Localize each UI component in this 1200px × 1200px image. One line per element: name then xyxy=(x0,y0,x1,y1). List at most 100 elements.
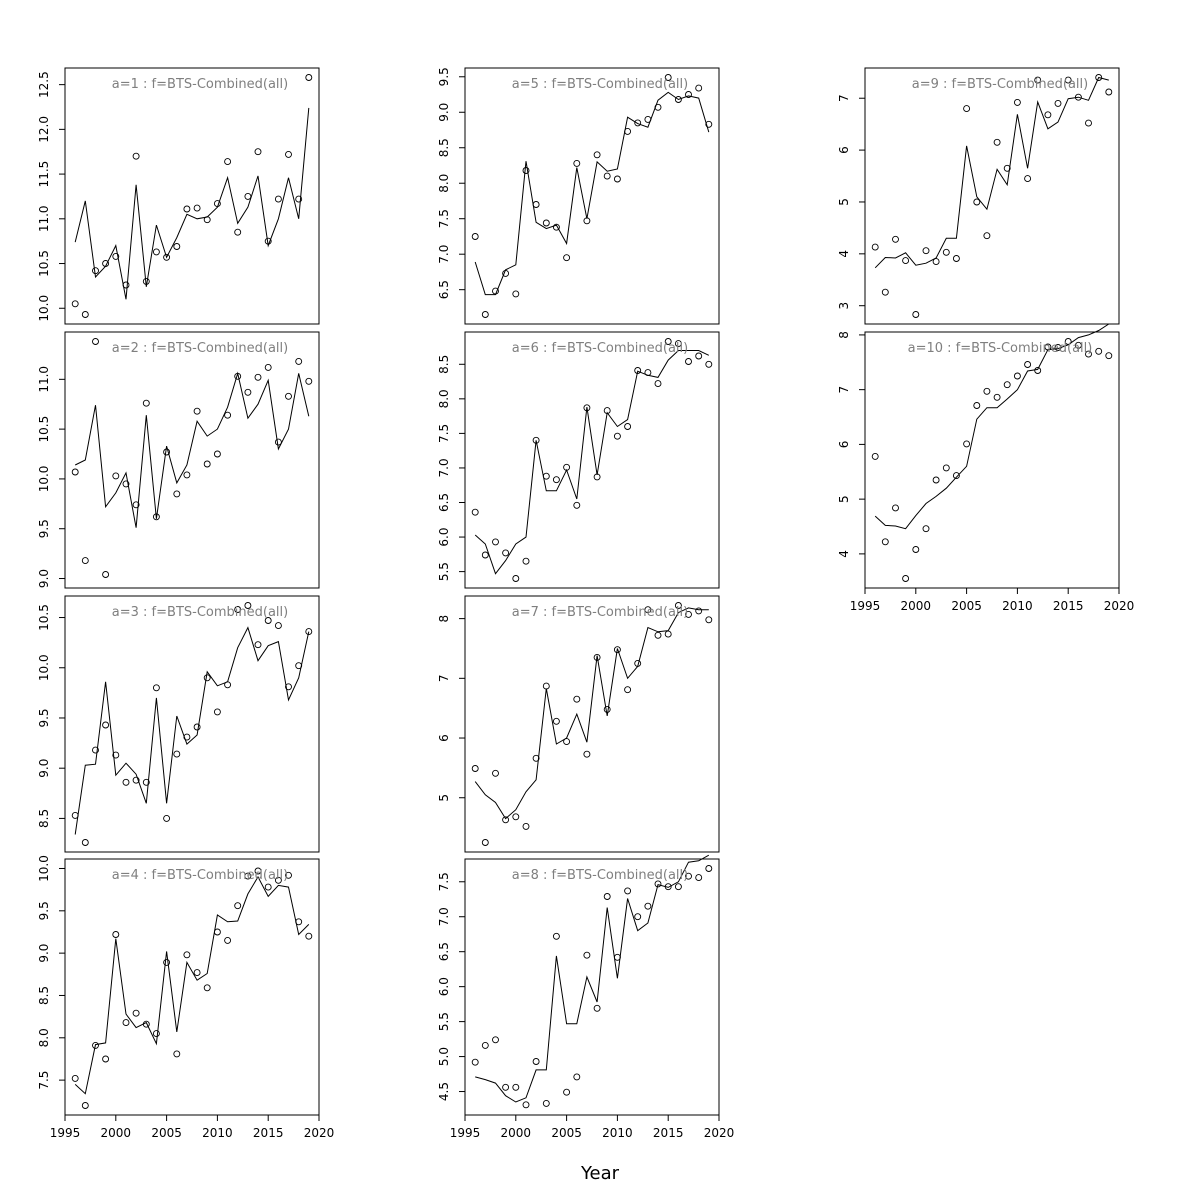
y-tick-label: 7 xyxy=(837,94,851,102)
data-point xyxy=(81,839,89,846)
data-point xyxy=(871,243,879,251)
data-point xyxy=(173,243,181,250)
y-tick-label: 5 xyxy=(837,495,851,503)
data-point xyxy=(264,617,272,624)
data-point xyxy=(583,951,591,959)
x-tick-label: 2000 xyxy=(501,1126,532,1140)
panel-title: a=6 : f=BTS-Combined(all) xyxy=(512,341,688,356)
data-point xyxy=(92,746,99,754)
panel-title: a=10 : f=BTS-Combined(all) xyxy=(908,341,1093,356)
data-point xyxy=(563,463,571,471)
x-axis-label: Year xyxy=(580,1163,620,1184)
data-point xyxy=(254,148,262,156)
data-point xyxy=(1074,341,1082,349)
data-point xyxy=(912,546,920,553)
data-point xyxy=(881,538,889,546)
data-point xyxy=(522,822,530,830)
y-tick-label: 5.5 xyxy=(437,562,451,581)
panels: a=1 : f=BTS-Combined(all) 10.0 10.5 11.0 11.… xyxy=(37,67,1134,1140)
y-tick-label: 6.0 xyxy=(437,977,451,996)
data-point xyxy=(912,311,920,318)
data-point xyxy=(142,277,150,285)
y-tick-label: 7.0 xyxy=(437,245,451,264)
fitted-line xyxy=(475,854,710,1103)
x-tick-label: 2005 xyxy=(551,1126,582,1140)
data-point xyxy=(122,480,130,488)
y-tick-label: 9.5 xyxy=(437,67,451,86)
panel-3: a=3 : f=BTS-Combined(all) 8.5 9.0 9.5 10.0 10… xyxy=(37,595,320,853)
x-tick-label: 2000 xyxy=(901,599,932,613)
data-point xyxy=(705,616,713,624)
data-point xyxy=(685,358,692,365)
data-point xyxy=(264,363,272,371)
data-point xyxy=(81,1102,89,1109)
data-point xyxy=(963,440,971,448)
fitted-line xyxy=(74,371,310,528)
data-point xyxy=(1003,381,1011,389)
data-point xyxy=(695,84,703,92)
data-point xyxy=(573,695,581,703)
data-point xyxy=(993,393,1001,401)
data-point xyxy=(664,630,672,638)
data-point xyxy=(295,918,303,926)
data-point xyxy=(902,257,910,265)
data-point xyxy=(471,765,479,772)
data-point xyxy=(254,373,262,381)
data-point xyxy=(603,893,611,900)
data-point xyxy=(1064,76,1072,84)
panel-2: a=2 : f=BTS-Combined(all) 9.0 9.5 10.0 10.5 1… xyxy=(37,331,320,589)
x-tick-label: 2020 xyxy=(304,1126,335,1140)
data-point xyxy=(132,501,140,509)
data-point xyxy=(122,281,130,289)
y-tick-label: 5.0 xyxy=(437,1047,451,1066)
data-point xyxy=(274,195,282,203)
y-tick-label: 7.5 xyxy=(437,209,451,228)
data-point xyxy=(624,887,632,895)
data-point xyxy=(512,575,520,582)
fitted-line xyxy=(474,350,710,575)
data-point xyxy=(481,839,489,846)
data-point xyxy=(492,538,499,546)
data-point xyxy=(922,525,930,533)
data-point xyxy=(512,813,520,821)
y-tick-label: 3 xyxy=(837,302,851,310)
y-tick-label: 6.5 xyxy=(437,942,451,961)
data-point xyxy=(613,953,621,961)
data-point xyxy=(193,969,201,977)
data-point xyxy=(183,471,191,479)
data-point xyxy=(1044,343,1052,351)
data-point xyxy=(1044,111,1052,119)
data-point xyxy=(664,338,672,345)
data-point xyxy=(244,602,252,609)
data-point xyxy=(112,931,120,938)
data-point xyxy=(244,192,252,200)
data-point xyxy=(695,874,703,882)
data-point xyxy=(173,490,181,498)
data-point xyxy=(152,684,160,692)
y-tick-label: 9.5 xyxy=(37,519,51,538)
data-point xyxy=(152,248,160,256)
data-point xyxy=(1085,350,1092,358)
data-point xyxy=(603,172,611,180)
panel-frame xyxy=(864,331,1120,589)
x-tick-label: 2010 xyxy=(1002,599,1033,613)
panel-title: a=1 : f=BTS-Combined(all) xyxy=(112,77,288,92)
y-tick-label: 6 xyxy=(437,734,451,742)
y-tick-label: 5 xyxy=(437,794,451,802)
data-point xyxy=(1085,119,1092,127)
data-point xyxy=(285,683,292,691)
data-point xyxy=(1095,347,1103,355)
data-point xyxy=(1003,164,1011,172)
data-point xyxy=(471,233,479,240)
data-point xyxy=(234,902,242,910)
panel-4: a=4 : f=BTS-Combined(all) 7.5 8.0 8.5 9.0 9.5… xyxy=(37,855,334,1140)
data-point xyxy=(634,119,642,127)
data-point xyxy=(481,1041,489,1049)
y-tick-label: 9.0 xyxy=(37,944,51,963)
x-tick-label: 2005 xyxy=(951,599,982,613)
x-tick-label: 2005 xyxy=(151,1126,182,1140)
data-point xyxy=(193,723,201,731)
data-point xyxy=(881,288,889,296)
y-tick-label: 4.5 xyxy=(437,1082,451,1101)
data-point xyxy=(583,404,591,412)
